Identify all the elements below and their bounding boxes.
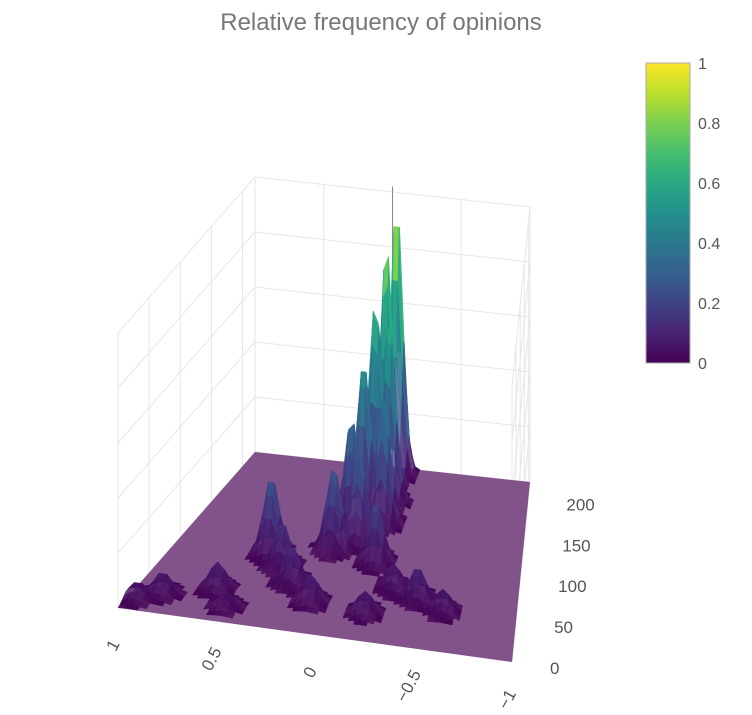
- gridline: [117, 341, 256, 499]
- x-tick-label: −0.5: [392, 667, 425, 706]
- colorbar-tick-label: 0.8: [698, 116, 720, 133]
- surface-facet: [398, 600, 407, 608]
- surface-facet: [206, 610, 215, 616]
- surface-facet: [382, 595, 390, 601]
- gridline: [117, 286, 256, 444]
- surface-facet: [274, 587, 283, 594]
- surface-facet: [202, 604, 212, 610]
- surface-facet: [248, 556, 257, 563]
- surface-facet: [318, 556, 326, 562]
- surface-facet: [410, 605, 418, 612]
- gridline: [117, 231, 256, 389]
- chart-title: Relative frequency of opinions: [220, 9, 542, 36]
- surface-facet: [411, 597, 419, 607]
- surface-facet: [412, 575, 420, 588]
- y-tick-label: 0: [550, 659, 559, 678]
- x-tick-label: 1: [103, 637, 124, 654]
- colorbar: 0 0.2 0.4 0.6 0.8 1: [645, 56, 720, 373]
- surface-facet: [422, 610, 430, 616]
- surface-facet: [117, 603, 127, 609]
- surface-facet: [361, 569, 369, 575]
- colorbar-gradient: [645, 62, 691, 364]
- surface-facet: [342, 612, 351, 619]
- surface-facet: [196, 593, 206, 599]
- surface-facet: [269, 582, 279, 591]
- y-tick-label: 50: [554, 618, 573, 637]
- surface-facet: [393, 599, 402, 605]
- surface-facet: [347, 614, 356, 622]
- surface-facet: [313, 550, 322, 559]
- gridline: [117, 176, 256, 334]
- y-tick-label: 200: [566, 495, 594, 514]
- surface-facet: [351, 563, 359, 569]
- colorbar-tick-label: 0.4: [698, 236, 720, 253]
- gridline: [117, 396, 256, 554]
- surface-facet: [265, 582, 274, 588]
- surface-facet: [411, 586, 420, 599]
- colorbar-tick-label: 0.6: [698, 176, 720, 193]
- x-tick-label: 0.5: [198, 644, 226, 674]
- surface-facet: [377, 590, 385, 597]
- surface-facet: [353, 620, 362, 626]
- surface-facet: [433, 617, 441, 623]
- surface-facet: [192, 590, 201, 596]
- surface-facet: [285, 593, 294, 598]
- colorbar-tick-label: 0: [698, 356, 707, 373]
- surface-facet: [244, 554, 253, 560]
- surface-facet: [252, 561, 261, 567]
- surface-facet: [371, 588, 380, 594]
- surface-facet: [255, 566, 264, 572]
- surface-facet: [404, 605, 412, 612]
- surface-facet: [433, 610, 442, 618]
- surface-facet: [427, 617, 435, 623]
- colorbar-tick-label: 0.2: [698, 296, 720, 313]
- surface-facet: [413, 568, 421, 577]
- colorbar-tick-label: 1: [698, 56, 707, 73]
- gridline: [511, 206, 531, 388]
- x-tick-label: −1: [494, 686, 520, 710]
- x-tick-label: 0: [300, 664, 321, 681]
- surface-facet: [291, 606, 300, 612]
- surface-facet: [286, 603, 296, 609]
- surface-layer: [117, 226, 463, 627]
- y-tick-label: 150: [562, 536, 590, 555]
- surface-facet: [264, 572, 273, 578]
- surface-facet: [356, 564, 364, 572]
- surface-facet: [260, 567, 269, 575]
- y-tick-label: 100: [558, 577, 586, 596]
- gridline: [511, 261, 531, 443]
- gridline: [511, 316, 531, 498]
- surface-facet: [309, 548, 317, 556]
